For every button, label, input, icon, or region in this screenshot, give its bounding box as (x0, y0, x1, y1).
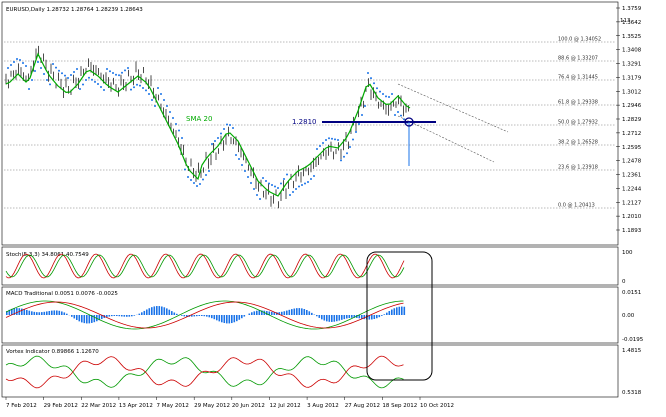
macd-tick-label: 0.00 (622, 313, 635, 319)
channel-upper-line (398, 84, 508, 132)
price-tick-label: 1.2127 (622, 200, 642, 206)
price-bars (6, 46, 409, 208)
macd-axis: 0.0151 0.00 -0.0195 (622, 290, 644, 343)
vortex-plus-line (6, 356, 404, 388)
stoch-k-line (6, 254, 404, 278)
h-label: 113 (620, 18, 631, 24)
time-tick-label: 20 Jun 2012 (232, 403, 265, 409)
time-tick-label: 3 Aug 2012 (307, 403, 339, 409)
stoch-pane-frame (2, 247, 618, 285)
macd-line (6, 301, 404, 329)
time-tick-label: 12 Jul 2012 (269, 403, 300, 409)
macd-tick-label: 0.0151 (622, 290, 641, 296)
stoch-axis: 100 0 (622, 250, 633, 285)
price-tick-label: 1.3525 (622, 34, 642, 40)
price-tick-label: 1.3408 (622, 48, 642, 54)
time-tick-label: 27 Aug 2012 (345, 403, 380, 409)
vortex-minus-line (6, 356, 404, 388)
vortex-tick-label: 0.5318 (622, 390, 642, 396)
vortex-header: Vortex Indicator 0.89866 1.12670 (6, 349, 99, 355)
time-tick-label: 13 Apr 2012 (119, 403, 153, 409)
fib-level-label: 61.8 @ 1.29338 (558, 100, 598, 106)
price-tick-label: 1.2595 (622, 145, 642, 151)
time-tick-label: 29 May 2012 (194, 403, 230, 409)
fib-level-label: 100.0 @ 1.34052 (558, 37, 601, 43)
time-tick-label: 7 May 2012 (157, 403, 189, 409)
price-tick-label: 1.2478 (622, 159, 642, 165)
price-tick-label: 1.3179 (622, 75, 642, 81)
fib-level-label: 38.2 @ 1.26528 (558, 140, 598, 146)
time-tick-label: 7 Feb 2012 (6, 403, 37, 409)
fib-level-label: 88.6 @ 1.33207 (558, 56, 598, 62)
fib-level-label: 23.6 @ 1.23918 (558, 165, 598, 171)
symbol-header: EURUSD,Daily 1.28732 1.28764 1.28239 1.2… (6, 7, 143, 13)
price-tick-label: 1.2946 (622, 103, 642, 109)
level-label: 1.2810 (292, 118, 317, 126)
price-tick-label: 1.2712 (622, 131, 641, 137)
price-tick-label: 1.3012 (622, 89, 641, 95)
macd-tick-label: -0.0195 (622, 337, 644, 343)
price-tick-label: 1.2829 (622, 117, 642, 123)
macd-header: MACD Traditional 0.0051 0.0076 -0.0025 (6, 291, 118, 297)
fib-level-label: 50.0 @ 1.27932 (558, 120, 598, 126)
sma-label: SMA 20 (186, 115, 212, 123)
price-axis: 1.37591.36421.35251.34081.32911.31791.30… (616, 6, 642, 234)
time-tick-label: 29 Feb 2012 (44, 403, 78, 409)
price-tick-label: 1.2244 (622, 186, 642, 192)
vortex-axis: 1.4815 0.5318 (622, 348, 642, 396)
price-tick-label: 1.3759 (622, 6, 642, 12)
stoch-header: Stoch(5,3,3) 34.8061 40.7549 (6, 252, 89, 258)
price-tick-label: 1.1893 (622, 228, 642, 234)
price-tick-label: 1.2010 (622, 214, 642, 220)
time-tick-label: 18 Sep 2012 (382, 403, 417, 409)
time-tick-label: 22 Mar 2012 (81, 403, 116, 409)
parabolic-sar-dots (7, 58, 408, 200)
price-tick-label: 1.3291 (622, 62, 641, 68)
vortex-tick-label: 1.4815 (622, 348, 642, 354)
fib-level-label: 0.0 @ 1.20413 (558, 203, 595, 209)
fib-level-label: 76.4 @ 1.31445 (558, 75, 598, 81)
stoch-tick-label: 100 (622, 250, 633, 256)
stoch-tick-label: 0 (622, 279, 626, 285)
price-tick-label: 1.2361 (622, 173, 641, 179)
time-tick-label: 10 Oct 2012 (420, 403, 454, 409)
